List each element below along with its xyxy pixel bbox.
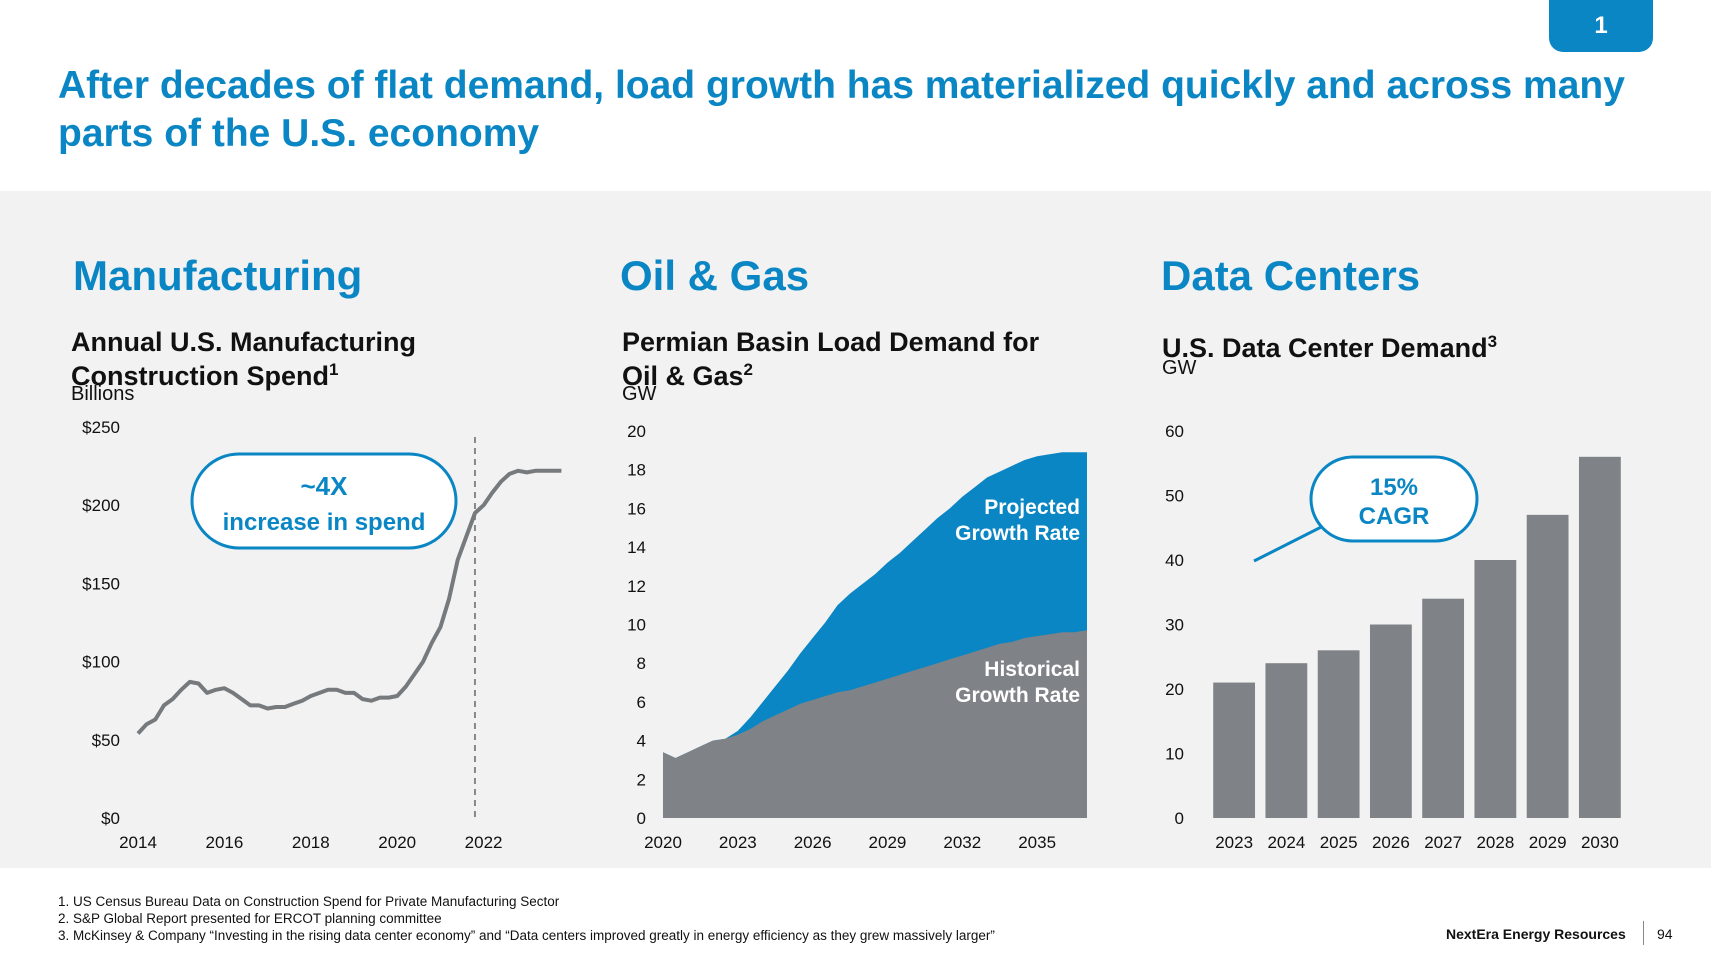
- footnote-3: 3. McKinsey & Company “Investing in the …: [58, 928, 995, 943]
- annotation-line-2: increase in spend: [223, 509, 426, 536]
- y-tick-label: 12: [627, 577, 646, 596]
- y-tick-label: 10: [627, 616, 646, 635]
- annotation-bubble: [190, 452, 458, 550]
- y-tick-label: 18: [627, 461, 646, 480]
- bar: [1317, 650, 1360, 818]
- unit-label-oil-gas: GW: [622, 383, 657, 405]
- projected-label-line-2: Growth Rate: [955, 522, 1080, 545]
- bar: [1369, 624, 1412, 818]
- chart-title-text: Annual U.S. Manufacturing Construction S…: [71, 327, 417, 391]
- y-tick-label: $50: [92, 731, 120, 750]
- y-tick-label: 20: [1165, 680, 1184, 699]
- manufacturing-line-chart: $0 $50 $100 $150 $200 $250 2014 2016 2018 2020 202…: [82, 418, 562, 852]
- x-tick-label: 2035: [1018, 833, 1056, 852]
- y-tick-label: $100: [82, 653, 120, 672]
- footnote-1: 1. US Census Bureau Data on Construction…: [58, 894, 560, 909]
- y-tick-label: $200: [82, 496, 120, 515]
- x-tick-label: 2032: [943, 833, 981, 852]
- y-tick-label: $150: [82, 574, 120, 593]
- bar: [1422, 598, 1465, 818]
- chart-title-text: U.S. Data Center Demand: [1162, 333, 1488, 363]
- section-heading-manufacturing: Manufacturing: [73, 252, 363, 299]
- y-tick-label: 6: [637, 693, 646, 712]
- x-tick-label: 2029: [1529, 833, 1567, 852]
- x-tick-label: 2029: [869, 833, 907, 852]
- y-tick-label: 10: [1165, 745, 1184, 764]
- x-tick-label: 2026: [794, 833, 832, 852]
- x-tick-label: 2020: [378, 833, 416, 852]
- x-tick-label: 2014: [119, 833, 157, 852]
- footnote-ref: 1: [329, 360, 339, 379]
- annotation-line-1: 15%: [1370, 474, 1418, 501]
- bar: [1578, 456, 1621, 818]
- historical-label-line-1: Historical: [984, 658, 1080, 681]
- historical-label-line-2: Growth Rate: [955, 684, 1080, 707]
- bar: [1474, 560, 1517, 818]
- y-tick-label: 2: [637, 770, 646, 789]
- page-badge: 1: [1549, 0, 1653, 52]
- y-tick-label: 14: [627, 538, 646, 557]
- chart-title-data-centers: U.S. Data Center Demand3: [1162, 328, 1622, 362]
- x-tick-label: 2018: [292, 833, 330, 852]
- unit-label-manufacturing: Billions: [71, 383, 135, 405]
- bar: [1526, 514, 1569, 818]
- y-tick-label: $250: [82, 418, 120, 437]
- x-tick-label: 2026: [1372, 833, 1410, 852]
- y-tick-label: 0: [1175, 809, 1184, 828]
- annotation-line-1: ~4X: [301, 471, 349, 501]
- chart-title-manufacturing: Annual U.S. Manufacturing Construction S…: [71, 328, 491, 390]
- footnote-2: 2. S&P Global Report presented for ERCOT…: [58, 911, 442, 926]
- x-tick-label: 2020: [644, 833, 682, 852]
- footer-divider: [1643, 921, 1644, 945]
- section-heading-data-centers: Data Centers: [1161, 252, 1421, 299]
- y-tick-label: 50: [1165, 487, 1184, 506]
- x-tick-label: 2028: [1476, 833, 1514, 852]
- chart-title-oil-gas: Permian Basin Load Demand for Oil & Gas2: [622, 328, 1042, 390]
- page-number: 94: [1657, 926, 1673, 942]
- x-tick-label: 2025: [1320, 833, 1358, 852]
- y-tick-label: 40: [1165, 551, 1184, 570]
- y-tick-label: 60: [1165, 422, 1184, 441]
- y-tick-label: 0: [637, 809, 646, 828]
- y-tick-label: 4: [637, 732, 646, 751]
- y-tick-label: 20: [627, 422, 646, 441]
- brand-name: NextEra Energy Resources: [1446, 926, 1626, 942]
- series-line: [136, 468, 562, 735]
- x-tick-label: 2030: [1581, 833, 1619, 852]
- x-tick-label: 2022: [465, 833, 503, 852]
- annotation-line-2: CAGR: [1359, 503, 1430, 530]
- y-tick-label: 16: [627, 499, 646, 518]
- bar: [1213, 682, 1256, 818]
- footnotes: 1. US Census Bureau Data on Construction…: [58, 893, 995, 944]
- projected-label-line-1: Projected: [984, 496, 1080, 519]
- chart-title-text: Permian Basin Load Demand for Oil & Gas: [622, 327, 1040, 391]
- unit-label-data-centers: GW: [1162, 357, 1197, 379]
- y-tick-label: 30: [1165, 616, 1184, 635]
- x-tick-label: 2024: [1267, 833, 1305, 852]
- footnote-ref: 2: [743, 360, 754, 379]
- annotation-bubble: [1309, 455, 1479, 543]
- x-tick-label: 2016: [205, 833, 243, 852]
- bar: [1265, 663, 1308, 818]
- y-tick-label: 8: [637, 654, 646, 673]
- footnote-ref: 3: [1487, 332, 1498, 351]
- page-title: After decades of flat demand, load growt…: [58, 64, 1625, 155]
- x-tick-label: 2027: [1424, 833, 1462, 852]
- x-tick-label: 2023: [719, 833, 757, 852]
- x-tick-label: 2023: [1215, 833, 1253, 852]
- section-heading-oil-gas: Oil & Gas: [620, 252, 810, 299]
- y-tick-label: $0: [101, 809, 120, 828]
- historical-area: [663, 630, 1087, 818]
